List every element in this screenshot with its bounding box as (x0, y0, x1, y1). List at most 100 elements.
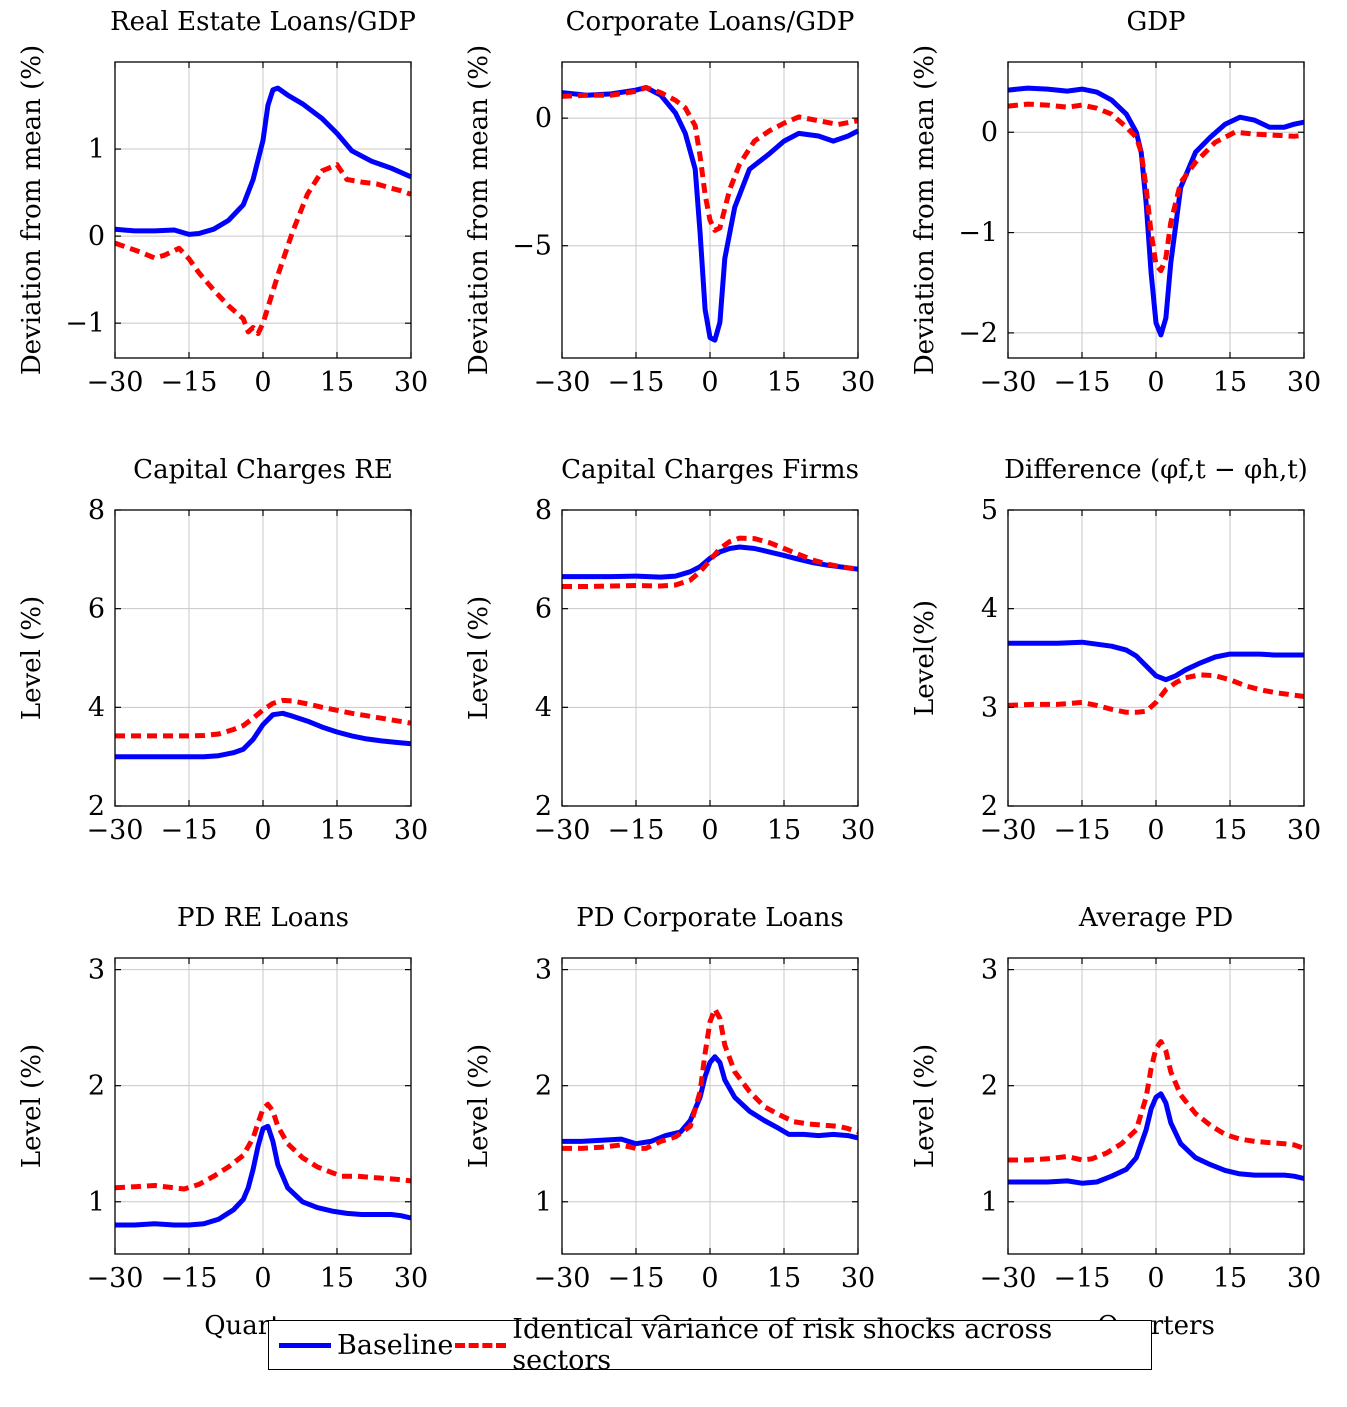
x-tick-label: 0 (254, 1263, 271, 1294)
x-tick-label: 15 (767, 367, 801, 398)
x-tick-label: −15 (1054, 815, 1111, 846)
x-tick-label: −15 (1054, 367, 1111, 398)
x-tick-label: 0 (1147, 367, 1164, 398)
series-line-identical (114, 1101, 412, 1192)
x-tick-label: 15 (767, 1263, 801, 1294)
chart-title: Capital Charges Firms (561, 455, 859, 485)
x-tick-label: −30 (87, 1263, 144, 1294)
x-tick-label: 0 (1147, 1263, 1164, 1294)
x-tick-label: 30 (394, 367, 428, 398)
panel-0: −30 −15 0 15 30 −1 0 1 Real Estate Loans/GDP Devi… (17, 7, 428, 398)
series-line-identical (562, 535, 859, 589)
panel-4: −30 −15 0 15 30 2 4 6 8 Capital Charges Firms Leve… (464, 455, 875, 846)
y-tick-label: 1 (88, 1187, 105, 1218)
y-tick-label: 3 (981, 692, 998, 723)
series-line-baseline (1008, 639, 1304, 683)
x-tick-label: 15 (1213, 815, 1247, 846)
legend: Baseline Identical variance of risk shoc… (268, 1314, 1152, 1376)
x-tick-label: −15 (161, 815, 218, 846)
series-line-baseline (562, 544, 859, 580)
y-tick-label: 2 (981, 791, 998, 822)
y-tick-label: 8 (535, 495, 552, 526)
y-tick-label: 6 (535, 594, 552, 625)
x-tick-label: 0 (1147, 815, 1164, 846)
y-tick-label: 2 (535, 1071, 552, 1102)
x-tick-label: 0 (701, 367, 718, 398)
legend-swatch-baseline (279, 1342, 331, 1348)
y-tick-label: 0 (535, 103, 552, 134)
panel-7: −30 −15 0 15 30 1 2 3 PD Corporate Loans Level (%… (464, 903, 875, 1341)
y-axis-label: Level (%) (17, 1044, 47, 1168)
y-tick-label: 3 (88, 955, 105, 986)
y-axis-label: Deviation from mean (%) (464, 45, 494, 375)
y-axis-label: Level (%) (464, 596, 494, 720)
chart-title: GDP (1126, 7, 1185, 37)
chart-title: Average PD (1078, 903, 1233, 933)
series-line-baseline (114, 85, 413, 237)
x-tick-label: −30 (87, 367, 144, 398)
series-line-baseline (115, 1123, 412, 1228)
x-tick-label: −15 (1054, 1263, 1111, 1294)
y-tick-label: −2 (958, 318, 998, 349)
series-line-baseline (1007, 85, 1305, 338)
y-tick-label: 0 (88, 221, 105, 252)
x-tick-label: −15 (608, 815, 665, 846)
x-tick-label: −15 (161, 1263, 218, 1294)
y-axis-label: Level(%) (910, 600, 940, 716)
x-tick-label: 30 (394, 815, 428, 846)
panel-1: −30 −15 0 15 30 −5 0 Corporate Loans/GDP Deviati… (464, 7, 875, 398)
y-tick-label: 6 (88, 594, 105, 625)
x-tick-label: 30 (1287, 1263, 1321, 1294)
x-tick-label: −15 (608, 1263, 665, 1294)
chart-title: PD RE Loans (177, 903, 349, 933)
y-tick-label: 2 (88, 791, 105, 822)
y-tick-label: −1 (958, 218, 998, 249)
x-tick-label: 30 (1287, 367, 1321, 398)
x-tick-label: −30 (87, 815, 144, 846)
y-tick-label: 5 (981, 495, 998, 526)
series-line-baseline (1008, 1091, 1305, 1186)
y-tick-label: 4 (981, 594, 998, 625)
x-tick-label: −30 (534, 1263, 591, 1294)
series-line-identical (1007, 672, 1305, 715)
y-tick-label: −1 (65, 308, 105, 339)
legend-item-identical: Identical variance of risk shocks across… (455, 1314, 1151, 1376)
y-tick-label: 8 (88, 495, 105, 526)
y-tick-label: 2 (981, 1071, 998, 1102)
x-tick-label: −30 (980, 367, 1037, 398)
x-tick-label: 15 (320, 1263, 354, 1294)
x-tick-label: 15 (767, 815, 801, 846)
x-tick-label: 15 (320, 815, 354, 846)
x-tick-label: 0 (701, 815, 718, 846)
x-tick-label: −30 (980, 815, 1037, 846)
x-tick-label: 15 (320, 367, 354, 398)
x-tick-label: 30 (841, 1263, 875, 1294)
series-line-identical (1008, 1039, 1305, 1163)
x-tick-label: 30 (841, 815, 875, 846)
legend-item-baseline: Baseline (279, 1327, 453, 1363)
legend-label-identical: Identical variance of risk shocks across… (512, 1314, 1053, 1376)
y-axis-label: Deviation from mean (%) (17, 45, 47, 375)
series-line-baseline (115, 710, 412, 760)
y-axis-label: Level (%) (464, 1044, 494, 1168)
chart-title: Corporate Loans/GDP (566, 7, 855, 37)
chart-title: Real Estate Loans/GDP (110, 7, 416, 37)
x-tick-label: 0 (254, 367, 271, 398)
y-tick-label: 1 (535, 1187, 552, 1218)
x-tick-label: −30 (534, 815, 591, 846)
series-line-identical (114, 162, 412, 337)
y-axis-label: Deviation from mean (%) (910, 45, 940, 375)
x-tick-label: 15 (1213, 367, 1247, 398)
x-tick-label: 30 (841, 367, 875, 398)
panel-3: −30 −15 0 15 30 2 4 6 8 Capital Charges RE Level (… (17, 455, 428, 846)
x-tick-label: −30 (980, 1263, 1037, 1294)
series-line-identical (1007, 101, 1305, 274)
legend-swatch-identical (455, 1342, 507, 1348)
series-line-identical (115, 697, 412, 739)
y-tick-label: 2 (535, 791, 552, 822)
chart-title: Capital Charges RE (133, 455, 393, 485)
y-tick-label: 0 (981, 117, 998, 148)
x-tick-label: 30 (394, 1263, 428, 1294)
y-axis-label: Level (%) (910, 1044, 940, 1168)
